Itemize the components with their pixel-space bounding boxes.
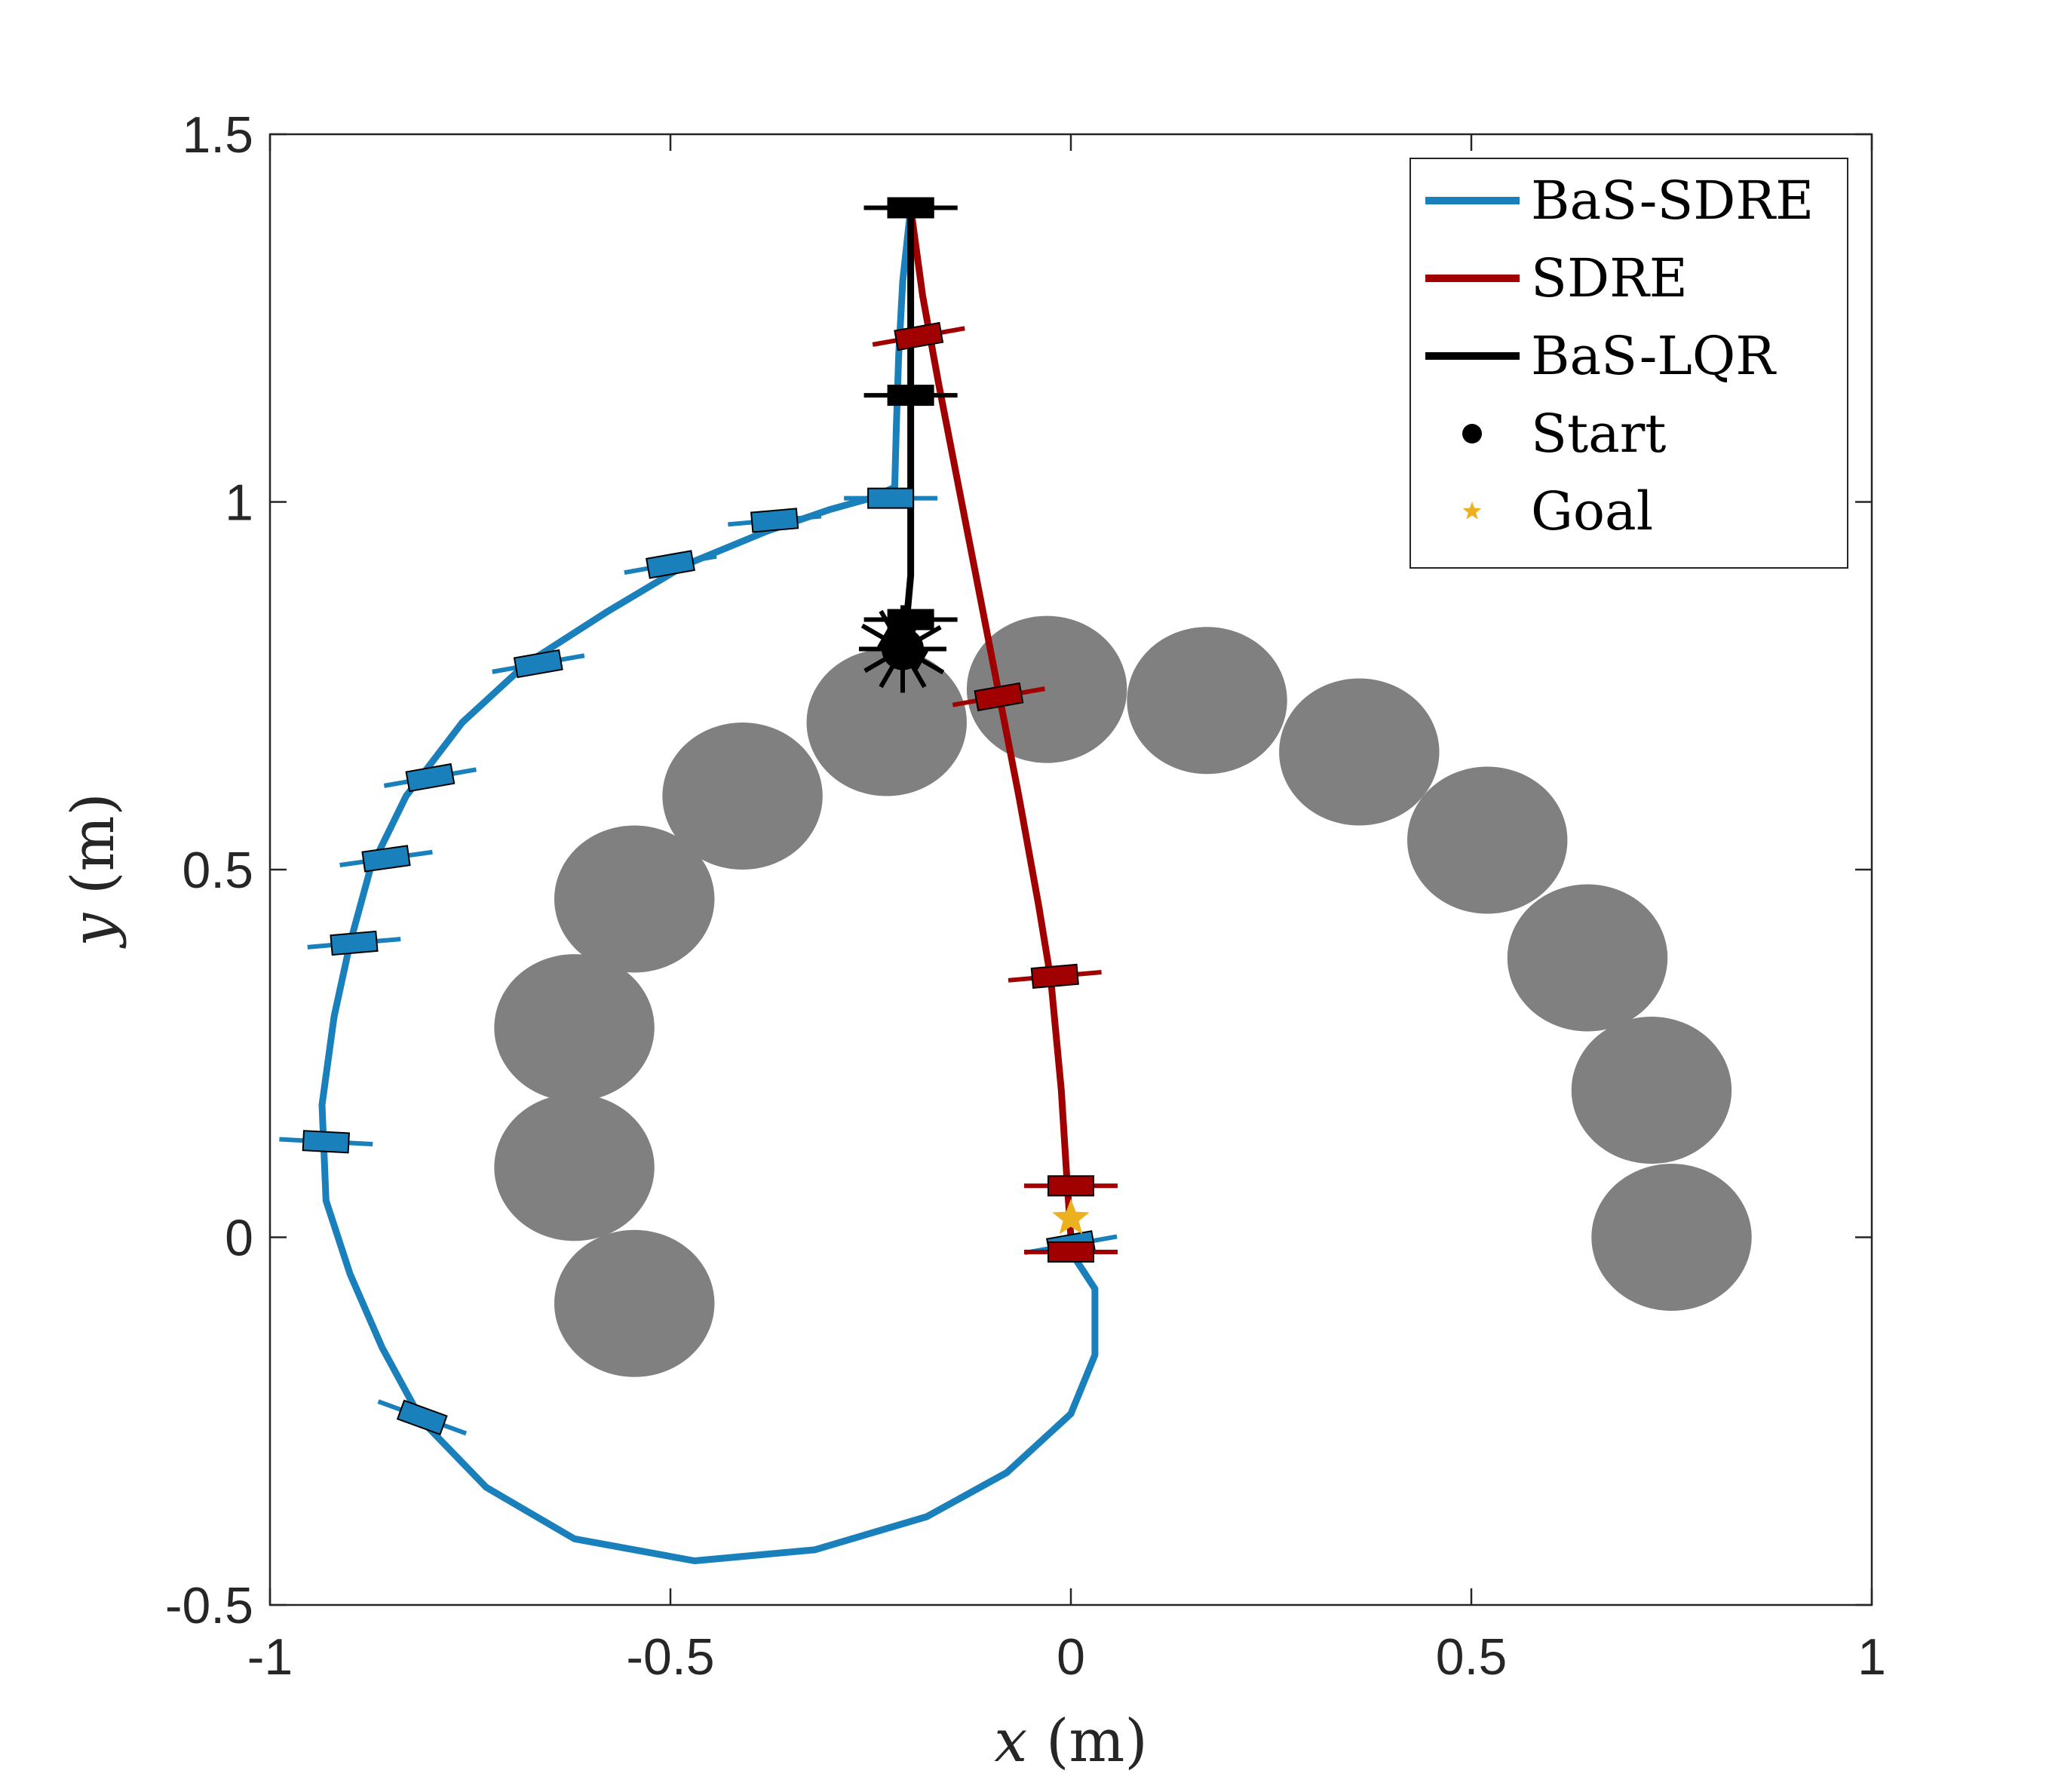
plot-content [279,197,1752,1564]
legend-label: BaS-SDRE [1531,170,1814,232]
x-tick-label: -1 [247,1628,293,1686]
obstacle-circle [1279,678,1440,826]
vehicle-body [1048,1241,1094,1263]
vehicle-body [405,763,456,793]
x-tick-label: 0.5 [1436,1628,1508,1686]
sdre-trajectory [907,204,1075,1241]
obstacle-circle [1507,884,1668,1032]
x-axis-unit: (m) [1027,1708,1148,1775]
vehicle-marker [728,508,822,533]
legend-swatch-dot [1462,424,1482,443]
obstacle-circle [494,1094,655,1241]
obstacle-circle [494,954,655,1102]
legend: BaS-SDRE SDRE BaS-LQR Start Goal [1409,158,1848,569]
vehicle-body [396,1399,448,1436]
obstacle-circle [1591,1164,1752,1311]
vehicle-body [974,682,1024,712]
vehicle-marker [624,550,717,579]
vehicle-marker [307,930,401,956]
obstacle-circle [1127,627,1287,775]
y-tick-label: 1 [225,474,253,532]
start-marker-group [858,605,946,693]
vehicle-body [361,845,411,873]
x-tick-label: 1 [1857,1628,1886,1686]
vehicle-marker [492,649,585,679]
obstacle-circle [554,1229,715,1377]
x-axis-label: x (m) [994,1708,1148,1775]
y-tick-label: 0 [225,1210,253,1267]
vehicle-marker [952,682,1045,712]
x-tick-label: 0 [1057,1628,1085,1686]
vehicle-marker [1024,1175,1118,1197]
vehicle-body [1030,963,1079,990]
vehicle-marker [863,385,958,407]
vehicle-body [330,930,379,956]
vehicle-body [867,487,915,509]
legend-box [1409,158,1848,569]
legend-label: BaS-LQR [1531,325,1777,387]
vehicle-body [887,197,934,219]
obstacle-circle [1407,766,1568,914]
obstacle-circle [1571,1017,1732,1164]
x-axis-variable: x [994,1708,1027,1775]
vehicle-marker [863,197,958,219]
y-axis-unit: (m) [60,793,127,913]
obstacle-circle [554,825,715,973]
vehicle-body [513,649,563,679]
legend-label: Start [1531,403,1666,465]
vehicle-marker [872,321,965,351]
y-tick-label: 0.5 [182,842,253,899]
vehicle-body [646,550,695,579]
start-marker [881,628,924,670]
axis-ticks: -1 -0.5 0 0.5 1-0.500.511.5 [165,106,1886,1686]
vehicle-marker [339,845,433,873]
legend-label: Goal [1531,480,1653,542]
vehicle-body [887,609,934,631]
vehicle-marker [383,763,477,793]
vehicle-marker [279,1130,373,1154]
vehicle-body [894,321,944,351]
legend-label: SDRE [1531,247,1688,309]
vehicle-marker [1008,963,1102,990]
vehicle-body [887,385,934,407]
obstacle-circle [662,723,823,870]
vehicle-body [1048,1175,1094,1197]
vehicle-marker [844,487,938,509]
vehicle-marker [1024,1241,1118,1263]
vehicle-body [302,1130,350,1154]
y-tick-label: 1.5 [182,106,253,164]
x-tick-label: -0.5 [626,1628,714,1686]
vehicle-body [750,508,799,533]
legend-swatch-star [1462,502,1482,520]
vehicle-marker [377,1399,468,1436]
vehicle-marker [863,609,958,631]
y-axis-label: y (m) [60,793,127,949]
obstacle-circle [806,649,967,796]
y-tick-label: -0.5 [165,1577,253,1634]
y-axis-variable: y [60,913,127,949]
goal-marker [1052,1198,1090,1235]
